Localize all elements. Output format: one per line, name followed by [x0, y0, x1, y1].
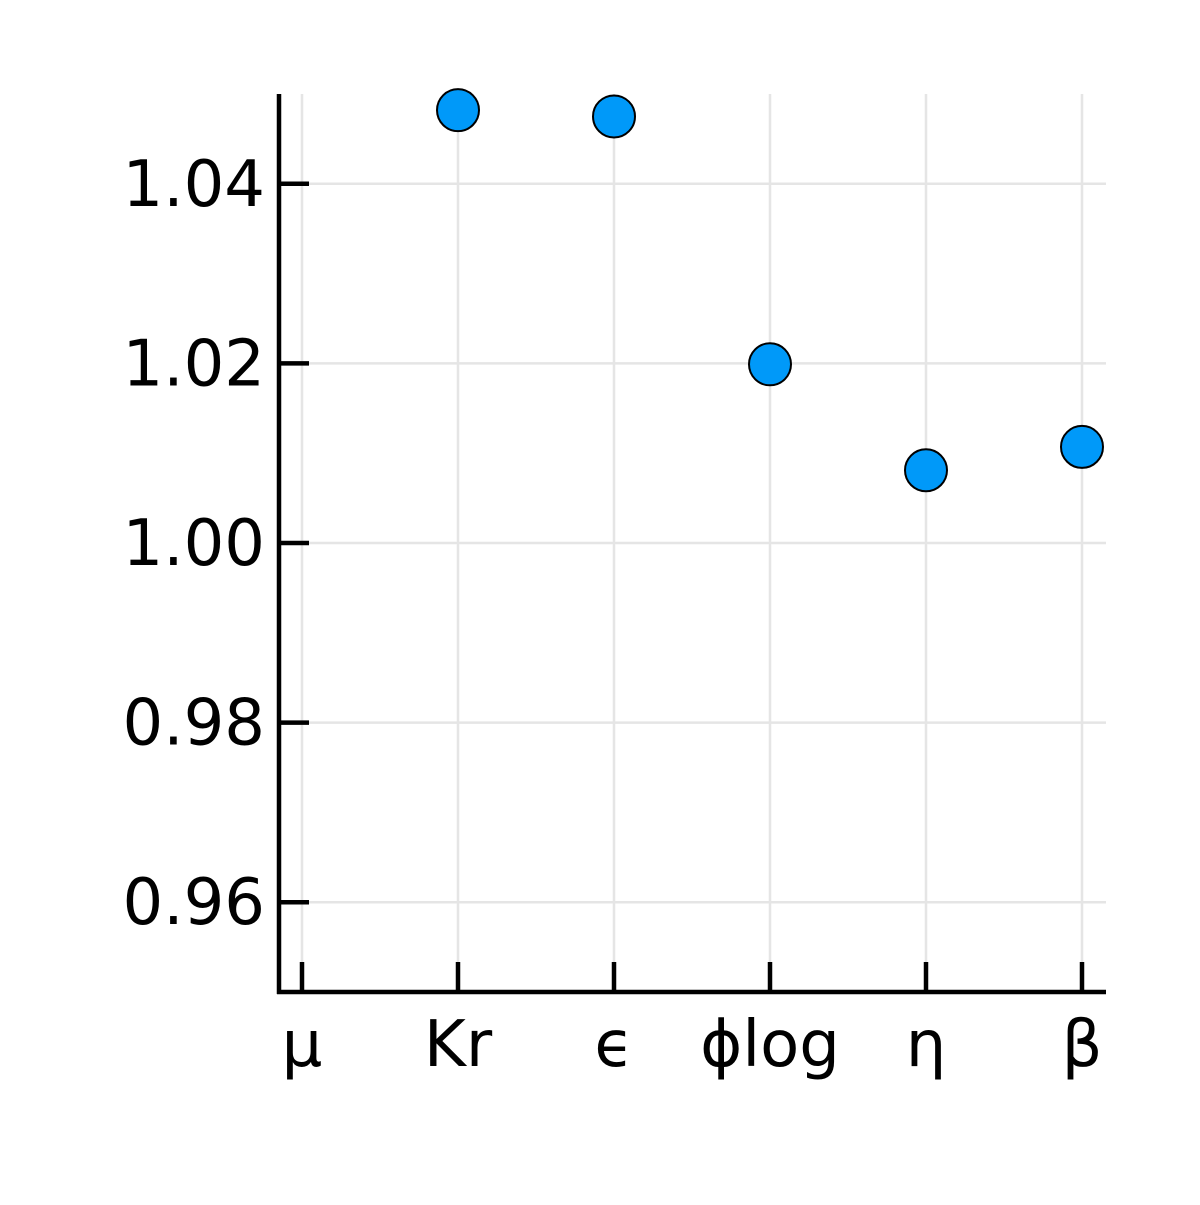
x-tick-label: β	[1062, 1008, 1103, 1082]
data-point	[904, 448, 948, 493]
y-tick-label: 1.04	[123, 148, 266, 222]
tick-labels: 0.96 0.98 1.00 1.02 1.04 μ Kr ϵ ϕlog η β	[123, 148, 1103, 1082]
x-tick-label: μ	[282, 1008, 323, 1082]
x-tick-label: Kr	[424, 1008, 493, 1082]
y-tick-label: 0.96	[123, 866, 266, 940]
data-point	[436, 88, 480, 133]
data-point	[592, 94, 636, 139]
data-points	[436, 88, 1104, 493]
y-tick-label: 0.98	[123, 687, 266, 761]
grid-lines	[279, 94, 1106, 992]
y-tick-label: 1.00	[123, 507, 266, 581]
x-tick-label: η	[906, 1008, 947, 1082]
tick-marks	[279, 181, 1085, 992]
data-point	[748, 342, 792, 387]
y-tick-label: 1.02	[123, 327, 266, 401]
x-tick-label: ϵ	[594, 1008, 633, 1082]
x-tick-label: ϕlog	[700, 1008, 840, 1082]
data-point	[1060, 424, 1104, 469]
